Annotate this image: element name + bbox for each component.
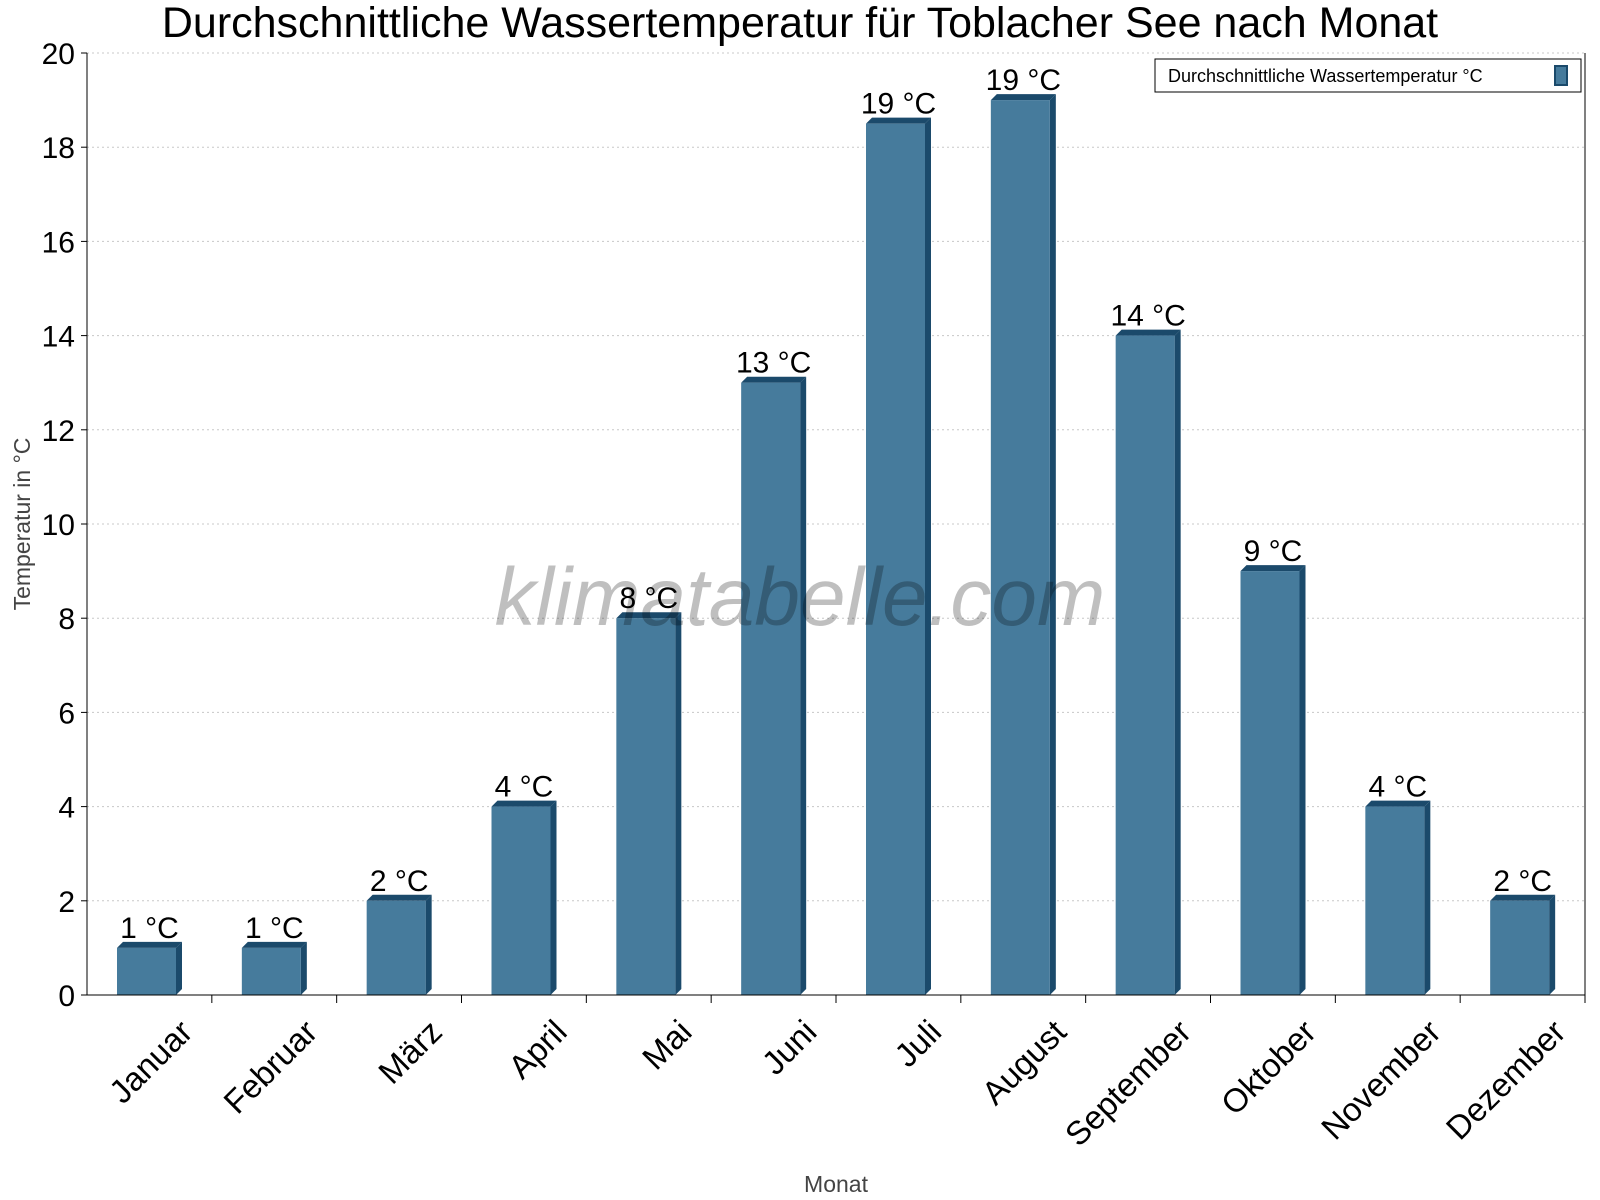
data-label: 4 °C	[1368, 771, 1427, 804]
y-tick-label: 12	[42, 415, 75, 448]
data-label: 14 °C	[1110, 300, 1185, 333]
y-tick-label: 4	[58, 792, 75, 825]
bar-top	[491, 800, 557, 807]
bar-side	[1549, 894, 1556, 995]
axes	[81, 52, 1586, 1003]
bar-top	[1240, 565, 1306, 572]
y-tick-labels: 0 2 4 6 8 10 12 14 16 18 20	[42, 38, 75, 1013]
bar-side	[1424, 800, 1431, 995]
bar	[117, 947, 176, 995]
x-axis-label: Monat	[804, 1171, 869, 1197]
bar	[990, 100, 1050, 996]
bar	[366, 900, 426, 995]
y-tick-label: 8	[58, 603, 75, 636]
x-tick-labels: Januar Februar März April Mai Juni Juli AugustS…	[102, 1013, 1573, 1153]
bar-top	[616, 612, 682, 619]
y-tick-label: 0	[58, 980, 75, 1013]
x-tick-label: Juni	[755, 1013, 824, 1082]
bar-top	[241, 941, 307, 948]
bar	[1490, 900, 1550, 995]
bars: 1 °C 1 °C 2 °C 4 °C 8 °C 13 °C 19 °C 19 °C 14 °C…	[117, 64, 1556, 996]
bar-side	[675, 612, 682, 995]
data-label: 8 °C	[619, 582, 678, 615]
bar-top	[366, 894, 432, 901]
bar	[1365, 806, 1425, 995]
bar	[616, 618, 676, 995]
y-tick-label: 10	[42, 509, 75, 542]
bar-top	[1115, 329, 1181, 336]
bar	[241, 947, 301, 995]
x-tick-label: April	[501, 1013, 574, 1086]
data-label: 1 °C	[245, 912, 304, 945]
bar-side	[550, 800, 557, 995]
x-tick-label: August	[974, 1013, 1073, 1112]
bar-side	[300, 941, 307, 995]
data-label: 2 °C	[1493, 865, 1552, 898]
bar	[1240, 571, 1300, 995]
bar-side	[1299, 565, 1306, 995]
bar-top	[117, 941, 182, 948]
bar-side	[800, 376, 807, 995]
bar-side	[1049, 94, 1056, 996]
x-tick-label: Dezember	[1439, 1013, 1573, 1147]
bar	[741, 382, 801, 995]
y-tick-label: 6	[58, 697, 75, 730]
y-tick-label: 16	[42, 226, 75, 259]
legend-box	[1154, 58, 1582, 93]
bar-top	[866, 117, 931, 124]
data-label: 19 °C	[861, 88, 936, 121]
x-tick-label: Juli	[887, 1013, 948, 1074]
bar-side	[925, 117, 931, 995]
bar-top	[741, 376, 807, 383]
bar	[491, 806, 551, 995]
bar-top	[990, 94, 1056, 101]
x-tick-label: Februar	[216, 1013, 324, 1121]
x-tick-label: September	[1058, 1013, 1198, 1153]
data-label: 1 °C	[120, 912, 179, 945]
data-label: 2 °C	[370, 865, 429, 898]
y-tick-label: 2	[58, 886, 75, 919]
data-label: 13 °C	[736, 347, 811, 380]
y-tick-label: 20	[42, 38, 75, 71]
x-tick-label: März	[371, 1013, 449, 1091]
y-tick-label: 14	[42, 321, 75, 354]
legend-label: Durchschnittliche Wassertemperatur °C	[1168, 66, 1483, 86]
x-tick-label: Oktober	[1214, 1013, 1323, 1122]
gridlines	[87, 52, 1585, 902]
data-label: 9 °C	[1244, 535, 1303, 568]
x-tick-label: November	[1314, 1013, 1448, 1147]
bar-top	[1490, 894, 1556, 901]
bar-side	[176, 941, 182, 995]
legend: Durchschnittliche Wassertemperatur °C	[1154, 58, 1582, 93]
bar-side	[1174, 329, 1181, 996]
chart-title: Durchschnittliche Wassertemperatur für T…	[162, 0, 1438, 47]
x-tick-label: Januar	[102, 1013, 200, 1111]
watermark: klimatabelle.com	[495, 552, 1106, 643]
bar-side	[425, 894, 432, 995]
x-tick-label: Mai	[635, 1013, 699, 1077]
bar	[866, 123, 925, 995]
bar	[1115, 335, 1175, 996]
bar-top	[1365, 800, 1431, 807]
data-label: 19 °C	[986, 64, 1061, 97]
legend-swatch	[1554, 65, 1568, 86]
y-axis-label: Temperatur in °C	[9, 438, 35, 611]
y-tick-label: 18	[42, 132, 75, 165]
data-label: 4 °C	[495, 771, 554, 804]
